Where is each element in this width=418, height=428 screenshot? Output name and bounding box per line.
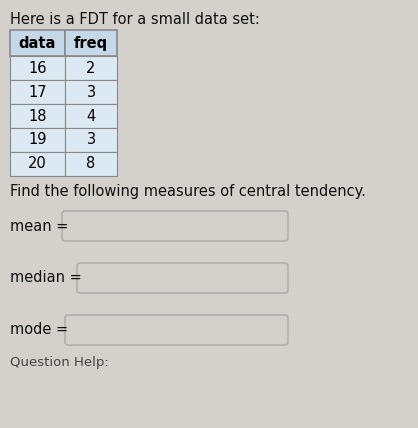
Bar bbox=[65, 56, 117, 80]
FancyBboxPatch shape bbox=[77, 263, 288, 293]
Text: Find the following measures of central tendency.: Find the following measures of central t… bbox=[10, 184, 366, 199]
Bar bbox=[10, 104, 65, 128]
Text: mean =: mean = bbox=[10, 219, 69, 234]
Text: 3: 3 bbox=[87, 84, 96, 99]
Text: data: data bbox=[19, 36, 56, 51]
Bar bbox=[10, 128, 65, 152]
Text: median =: median = bbox=[10, 270, 82, 285]
Bar bbox=[65, 30, 117, 56]
FancyBboxPatch shape bbox=[65, 315, 288, 345]
Text: 8: 8 bbox=[87, 157, 96, 172]
Text: Here is a FDT for a small data set:: Here is a FDT for a small data set: bbox=[10, 12, 260, 27]
FancyBboxPatch shape bbox=[62, 211, 288, 241]
Text: Question Help:: Question Help: bbox=[10, 356, 109, 369]
Text: 17: 17 bbox=[28, 84, 47, 99]
Bar bbox=[65, 128, 117, 152]
Bar bbox=[10, 30, 65, 56]
Bar bbox=[10, 56, 65, 80]
Text: mode =: mode = bbox=[10, 323, 68, 338]
Text: 3: 3 bbox=[87, 133, 96, 148]
Bar bbox=[10, 80, 65, 104]
Text: 20: 20 bbox=[28, 157, 47, 172]
Bar bbox=[65, 152, 117, 176]
Bar bbox=[65, 80, 117, 104]
Bar bbox=[65, 104, 117, 128]
Text: 18: 18 bbox=[28, 109, 47, 124]
Text: 19: 19 bbox=[28, 133, 47, 148]
Text: freq: freq bbox=[74, 36, 108, 51]
Bar bbox=[10, 152, 65, 176]
Text: 16: 16 bbox=[28, 60, 47, 75]
Text: 2: 2 bbox=[86, 60, 96, 75]
Text: 4: 4 bbox=[87, 109, 96, 124]
